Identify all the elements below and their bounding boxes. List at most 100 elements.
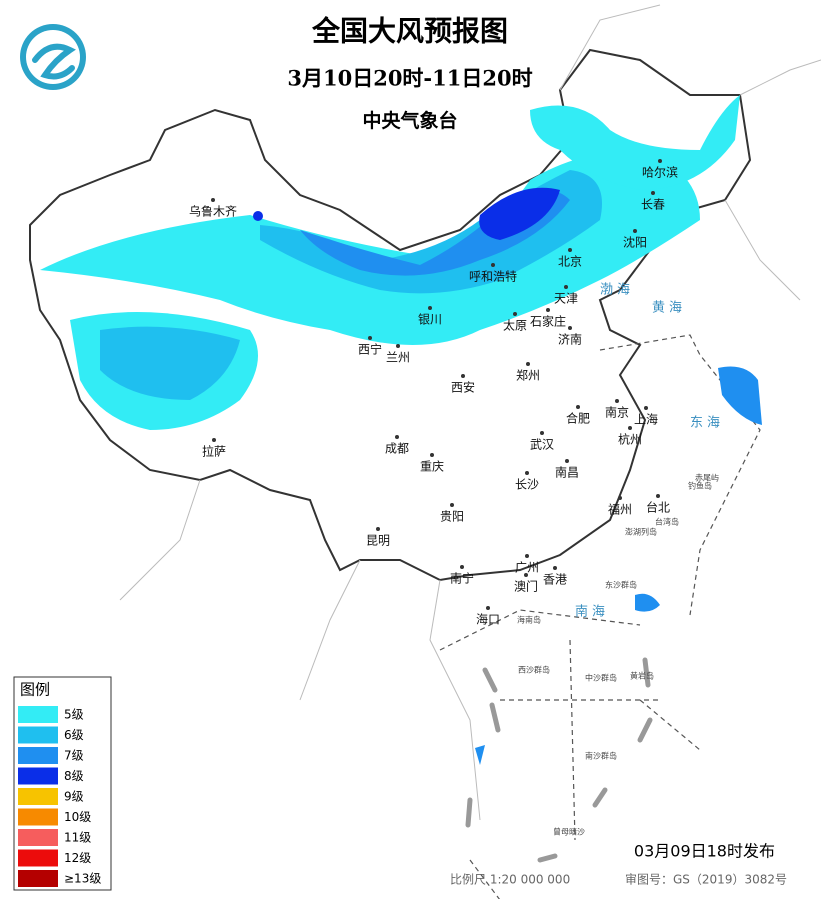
city-dot xyxy=(513,312,517,316)
city-dot xyxy=(628,426,632,430)
city-label: 北京 xyxy=(558,255,582,269)
city-label: 哈尔滨 xyxy=(642,165,678,180)
maritime-boundaries xyxy=(439,334,761,899)
neighbor-borders xyxy=(119,4,821,821)
city-dot xyxy=(546,308,550,312)
legend-title: 图例 xyxy=(20,681,50,699)
island-label: 赤尾屿 xyxy=(695,474,719,483)
legend-label: 5级 xyxy=(64,708,84,722)
issuer: 中央气象台 xyxy=(362,109,457,132)
legend-swatch xyxy=(18,706,58,723)
city-dot xyxy=(450,503,454,507)
city-label: 郑州 xyxy=(516,368,540,383)
island-label: 澎湖列岛 xyxy=(625,527,657,537)
city-label: 合肥 xyxy=(566,411,590,426)
city-dot xyxy=(525,471,529,475)
legend-swatch xyxy=(18,726,58,744)
legend-swatch xyxy=(18,788,58,805)
city-label: 南京 xyxy=(605,405,629,420)
island-label: 曾母暗沙 xyxy=(553,827,585,837)
city-dot xyxy=(540,431,544,435)
city-dot xyxy=(486,606,490,610)
island-label: 南沙群岛 xyxy=(585,751,617,761)
city-dot xyxy=(430,453,434,457)
city-dot xyxy=(568,248,572,252)
city-dot xyxy=(651,191,655,195)
island-label: 东沙群岛 xyxy=(605,580,637,590)
island-label: 台湾岛 xyxy=(655,517,679,527)
city-dot xyxy=(368,336,372,340)
city-dot xyxy=(212,438,216,442)
city-dot xyxy=(428,306,432,310)
city-label: 武汉 xyxy=(530,438,554,452)
scale: 比例尺 1:20 000 000 xyxy=(450,873,570,887)
legend-swatch xyxy=(18,767,58,785)
city-dot xyxy=(211,198,215,202)
island-label: 西沙群岛 xyxy=(518,665,550,675)
city-label: 台北 xyxy=(646,500,670,515)
city-dot xyxy=(656,494,660,498)
city-label: 石家庄 xyxy=(530,314,566,329)
legend-swatch xyxy=(18,808,58,826)
legend-label: 10级 xyxy=(64,810,91,824)
city-dot xyxy=(491,263,495,267)
logo xyxy=(20,24,86,90)
city-dot xyxy=(633,229,637,233)
legend-label: 6级 xyxy=(64,728,84,742)
sea-label: 南海 xyxy=(575,604,609,620)
city-dot xyxy=(395,435,399,439)
legend-label: ≥13级 xyxy=(64,872,101,886)
city-dot xyxy=(461,374,465,378)
nine-dash-line xyxy=(465,657,653,863)
city-label: 福州 xyxy=(608,502,632,517)
city-label: 天津 xyxy=(554,292,578,306)
city-label: 昆明 xyxy=(366,534,390,548)
legend-label: 7级 xyxy=(64,749,84,763)
city-label: 成都 xyxy=(385,442,409,456)
city-dot xyxy=(396,344,400,348)
legend-swatch xyxy=(18,747,58,764)
wind-areas xyxy=(40,95,762,765)
city-dot xyxy=(618,496,622,500)
city-dot xyxy=(526,362,530,366)
city-label: 长沙 xyxy=(515,478,539,492)
city-dot xyxy=(460,565,464,569)
island-label: 中沙群岛 xyxy=(585,673,617,683)
city-dot xyxy=(576,405,580,409)
issue-time: 03月09日18时发布 xyxy=(634,842,775,861)
sea-label: 渤海 xyxy=(600,282,634,298)
city-dot xyxy=(564,285,568,289)
city-label: 南宁 xyxy=(450,571,474,586)
city-label: 重庆 xyxy=(420,460,444,474)
city-label: 南昌 xyxy=(555,465,579,480)
map-title: 全国大风预报图 xyxy=(311,15,508,48)
city-label: 贵阳 xyxy=(440,510,464,524)
city-label: 上海 xyxy=(634,412,658,427)
city-dot xyxy=(615,399,619,403)
map-subtitle: 3月10日20时-11日20时 xyxy=(287,66,532,91)
city-dot xyxy=(524,573,528,577)
legend-swatch xyxy=(18,870,58,887)
island-label: 海南岛 xyxy=(517,615,541,625)
city-label: 乌鲁木齐 xyxy=(189,204,237,219)
city-dot xyxy=(568,326,572,330)
city-label: 海口 xyxy=(476,612,500,627)
city-label: 长春 xyxy=(641,198,665,212)
sea-label: 东海 xyxy=(690,416,724,431)
city-label: 西安 xyxy=(451,380,475,395)
city-dot xyxy=(553,566,557,570)
city-label: 太原 xyxy=(503,318,527,333)
city-dot xyxy=(658,159,662,163)
legend-label: 9级 xyxy=(64,790,84,804)
island-label: 钓鱼岛 xyxy=(688,481,712,491)
city-label: 广州 xyxy=(515,561,539,575)
city-label: 杭州 xyxy=(618,432,642,447)
legend-swatch xyxy=(18,849,58,867)
city-dot xyxy=(525,554,529,558)
legend-label: 11级 xyxy=(64,831,91,845)
city-label: 沈阳 xyxy=(623,235,647,250)
city-label: 兰州 xyxy=(386,351,410,365)
city-dot xyxy=(376,527,380,531)
city-label: 呼和浩特 xyxy=(469,269,517,284)
sea-label: 黄海 xyxy=(652,301,686,316)
